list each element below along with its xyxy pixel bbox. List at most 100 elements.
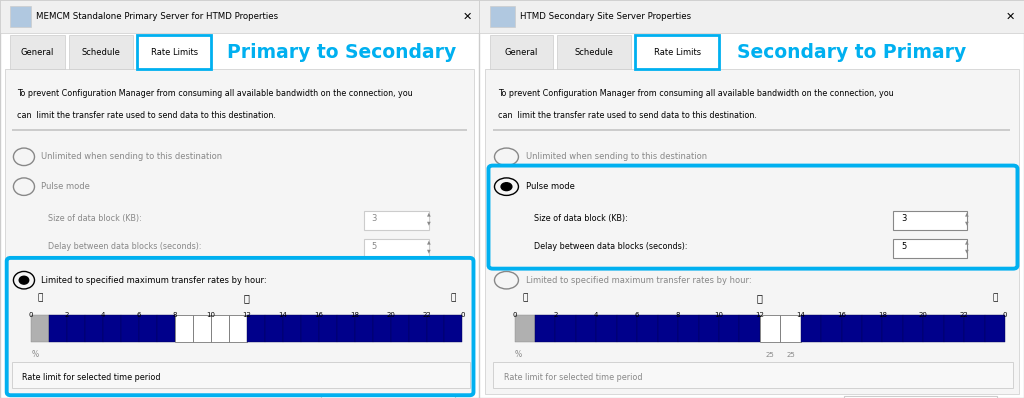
Text: 22: 22	[959, 312, 969, 318]
Bar	[924, 315, 944, 342]
Text: Size of data block (KB):: Size of data block (KB):	[534, 214, 628, 223]
Bar	[555, 315, 575, 342]
Bar	[390, 315, 409, 342]
Bar	[175, 315, 193, 342]
Bar	[49, 315, 68, 342]
Text: 12: 12	[756, 312, 764, 318]
Bar	[536, 315, 555, 342]
Text: 16: 16	[314, 312, 324, 318]
Text: 🌙: 🌙	[451, 294, 456, 302]
Text: 16: 16	[837, 312, 846, 318]
Text: 8: 8	[173, 312, 177, 318]
Text: Rate Limits: Rate Limits	[653, 48, 700, 57]
Text: Rate limit for selected time period: Rate limit for selected time period	[504, 373, 642, 382]
Text: Size of data block (KB):: Size of data block (KB):	[48, 214, 141, 223]
Text: 5: 5	[372, 242, 377, 251]
Text: ▼: ▼	[965, 221, 969, 226]
Text: ▼: ▼	[965, 249, 969, 254]
Bar	[678, 315, 698, 342]
Text: 4: 4	[100, 312, 105, 318]
Text: %: %	[31, 350, 38, 359]
Bar	[944, 315, 964, 342]
Bar	[228, 315, 247, 342]
Text: ▲: ▲	[965, 211, 969, 216]
Bar	[409, 315, 427, 342]
Text: 10: 10	[715, 312, 723, 318]
Text: MEMCM Standalone Primary Server for HTMD Properties: MEMCM Standalone Primary Server for HTMD…	[36, 12, 279, 21]
Bar	[365, 211, 429, 230]
Bar	[85, 315, 103, 342]
Text: DESTINATION: DESTINATION	[490, 18, 541, 27]
Bar	[964, 315, 984, 342]
Bar	[893, 211, 967, 230]
Text: Pulse mode: Pulse mode	[41, 182, 90, 191]
Text: 12: 12	[243, 312, 251, 318]
Bar	[616, 315, 637, 342]
Bar	[903, 315, 924, 342]
Text: 🌞: 🌞	[757, 293, 763, 303]
FancyBboxPatch shape	[557, 35, 631, 69]
Bar	[139, 315, 157, 342]
Text: Rate Limits: Rate Limits	[151, 48, 198, 57]
Bar	[9, 6, 31, 27]
Bar	[365, 239, 429, 258]
Text: 3: 3	[901, 214, 907, 223]
Bar	[484, 69, 1019, 394]
Text: Pulse mode: Pulse mode	[525, 182, 574, 191]
Text: 0: 0	[1002, 312, 1008, 318]
Text: 18: 18	[350, 312, 359, 318]
Bar	[247, 315, 265, 342]
Bar	[68, 315, 85, 342]
Text: 25: 25	[766, 351, 774, 358]
Circle shape	[501, 183, 512, 191]
Bar	[12, 129, 467, 131]
Text: ✕: ✕	[1006, 11, 1015, 21]
Bar	[373, 315, 390, 342]
Text: Unlimited when sending to this destination: Unlimited when sending to this destinati…	[525, 152, 707, 161]
Text: 25: 25	[786, 351, 795, 358]
Text: 6: 6	[635, 312, 639, 318]
Bar	[760, 315, 780, 342]
Bar	[821, 315, 842, 342]
Bar	[121, 315, 139, 342]
Bar	[862, 315, 883, 342]
Text: 22: 22	[422, 312, 431, 318]
Text: 🌙: 🌙	[38, 294, 43, 302]
Bar	[283, 315, 301, 342]
Text: 0: 0	[29, 312, 34, 318]
Bar	[657, 315, 678, 342]
Bar	[265, 315, 283, 342]
FancyBboxPatch shape	[490, 35, 553, 69]
Text: can  limit the transfer rate used to send data to this destination.: can limit the transfer rate used to send…	[16, 111, 275, 119]
Bar	[984, 315, 1005, 342]
Bar	[444, 315, 463, 342]
Bar	[318, 315, 337, 342]
Bar	[31, 315, 49, 342]
Bar	[596, 315, 616, 342]
Bar	[719, 315, 739, 342]
Text: 20: 20	[386, 312, 395, 318]
Text: ▼: ▼	[427, 221, 431, 226]
Text: Limited to specified maximum transfer rates by hour:: Limited to specified maximum transfer ra…	[41, 276, 266, 285]
Text: Delay between data blocks (seconds):: Delay between data blocks (seconds):	[534, 242, 687, 251]
Text: 4: 4	[594, 312, 599, 318]
Bar	[637, 315, 657, 342]
Bar	[479, 0, 1024, 33]
Bar	[842, 315, 862, 342]
Text: 0: 0	[460, 312, 465, 318]
Text: 5: 5	[901, 242, 906, 251]
Bar	[427, 315, 444, 342]
Text: ▲: ▲	[427, 211, 431, 216]
Bar	[515, 315, 536, 342]
Text: can  limit the transfer rate used to send data to this destination.: can limit the transfer rate used to send…	[499, 111, 757, 119]
Bar	[883, 315, 903, 342]
Bar	[322, 396, 456, 398]
Text: Secondary to Primary: Secondary to Primary	[737, 43, 967, 62]
Text: 2: 2	[65, 312, 70, 318]
Text: Schedule: Schedule	[82, 48, 120, 57]
FancyBboxPatch shape	[137, 35, 211, 69]
Bar	[801, 315, 821, 342]
Circle shape	[19, 276, 29, 284]
Bar	[211, 315, 228, 342]
Text: 18: 18	[878, 312, 887, 318]
